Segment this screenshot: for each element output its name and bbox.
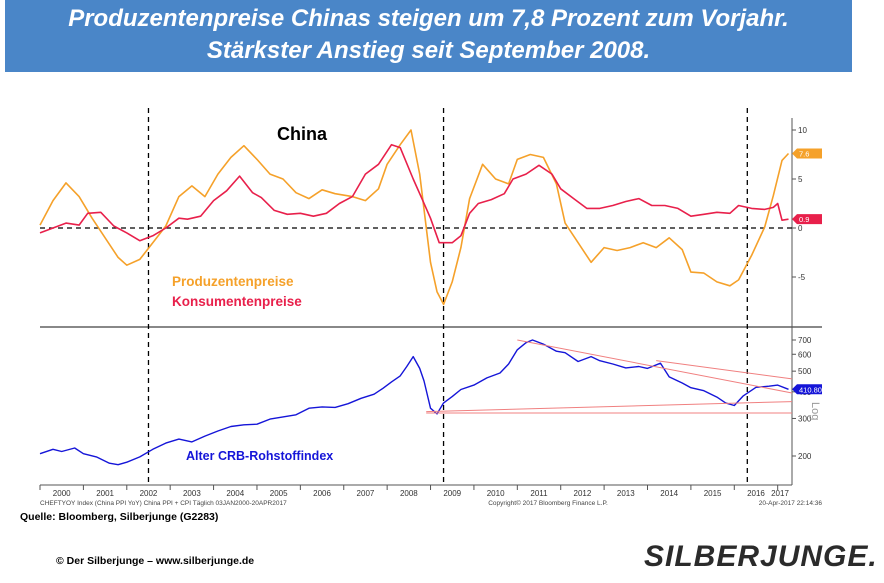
y-tick-label: -5 (798, 273, 806, 282)
series-line-konsumentenpreise (39, 143, 789, 244)
y-tick-label: 5 (798, 175, 803, 184)
badge-shape (792, 148, 822, 159)
x-tick-label: 2012 (574, 489, 592, 498)
legend-ppi-label: Produzentenpreise (172, 274, 294, 289)
x-tick-label: 2000 (53, 489, 71, 498)
headline-banner: Produzentenpreise Chinas steigen um 7,8 … (5, 0, 852, 72)
series-line-produzentenpreise (39, 129, 790, 306)
badge-value: 0.9 (799, 215, 809, 224)
trendlines (426, 339, 793, 414)
last-value-badge: 410.80 (792, 384, 822, 395)
footer-right-text: 20-Apr-2017 22:14:36 (759, 500, 823, 507)
top-panel-series (39, 129, 790, 306)
bottom-panel-series (39, 339, 789, 466)
legend-cpi-label: Konsumentenpreise (172, 294, 302, 309)
x-tick-label: 2004 (226, 489, 244, 498)
y-tick-label: 300 (798, 414, 812, 423)
x-tick-label: 2009 (443, 489, 461, 498)
plot-area (40, 118, 792, 485)
x-tick-label: 2001 (96, 489, 114, 498)
y-tick-label: 700 (798, 336, 812, 345)
headline-line-1: Produzentenpreise Chinas steigen um 7,8 … (68, 5, 789, 32)
x-tick-label: 2014 (660, 489, 678, 498)
x-tick-label: 2015 (704, 489, 722, 498)
bottom-panel-y-ticks: 700600500400300200 (792, 336, 812, 461)
x-tick-label: 2007 (357, 489, 375, 498)
x-tick-label: 2002 (140, 489, 158, 498)
y-tick-label: 10 (798, 126, 807, 135)
last-value-badges: 7.6 0.9 410.80 (792, 148, 822, 395)
last-value-badge: 0.9 (792, 214, 822, 225)
silberjunge-logo: SILBERJUNGE. (644, 540, 878, 573)
x-tick-label: 2003 (183, 489, 201, 498)
x-axis-ticks: 2000 2001 2002 2003 2004 2005 2006 2007 2008 2009… (39, 485, 789, 498)
trendline (656, 360, 793, 380)
legend-crb-label: Alter CRB-Rohstoffindex (186, 449, 333, 463)
badge-value: 410.80 (799, 385, 822, 394)
x-tick-label: 2013 (617, 489, 635, 498)
headline-line-2: Stärkster Anstieg seit September 2008. (206, 37, 651, 64)
x-tick-label: 2005 (270, 489, 288, 498)
y-tick-label: 0 (798, 224, 803, 233)
chart-title: China (277, 124, 328, 144)
x-tick-label: 2011 (530, 489, 548, 498)
top-panel-y-ticks: 10 5 0 -5 (792, 126, 807, 282)
y-tick-label: 600 (798, 350, 812, 359)
badge-value: 7.6 (799, 150, 809, 159)
trendline (426, 401, 793, 413)
series-line-alter-crb-rohstoffindex (39, 339, 789, 466)
log-scale-note: Log (809, 402, 821, 420)
trendline (517, 339, 793, 394)
badge-shape (792, 384, 822, 395)
source-note: Quelle: Bloomberg, Silberjunge (G2283) (20, 511, 219, 523)
copyright-note: © Der Silberjunge – www.silberjunge.de (56, 555, 255, 567)
y-tick-label: 200 (798, 452, 812, 461)
x-tick-label: 2016 (747, 489, 765, 498)
x-tick-label: 2017 (771, 489, 789, 498)
footer-left-text: CHEFTYOY Index (China PPI YoY) China PPI… (40, 500, 287, 507)
x-tick-label: 2010 (487, 489, 505, 498)
last-value-badge: 7.6 (792, 148, 822, 159)
badge-shape (792, 214, 822, 225)
x-tick-label: 2008 (400, 489, 418, 498)
x-tick-label: 2006 (313, 489, 331, 498)
y-tick-label: 500 (798, 367, 812, 376)
footer-center-text: Copyright© 2017 Bloomberg Finance L.P. (488, 499, 608, 507)
